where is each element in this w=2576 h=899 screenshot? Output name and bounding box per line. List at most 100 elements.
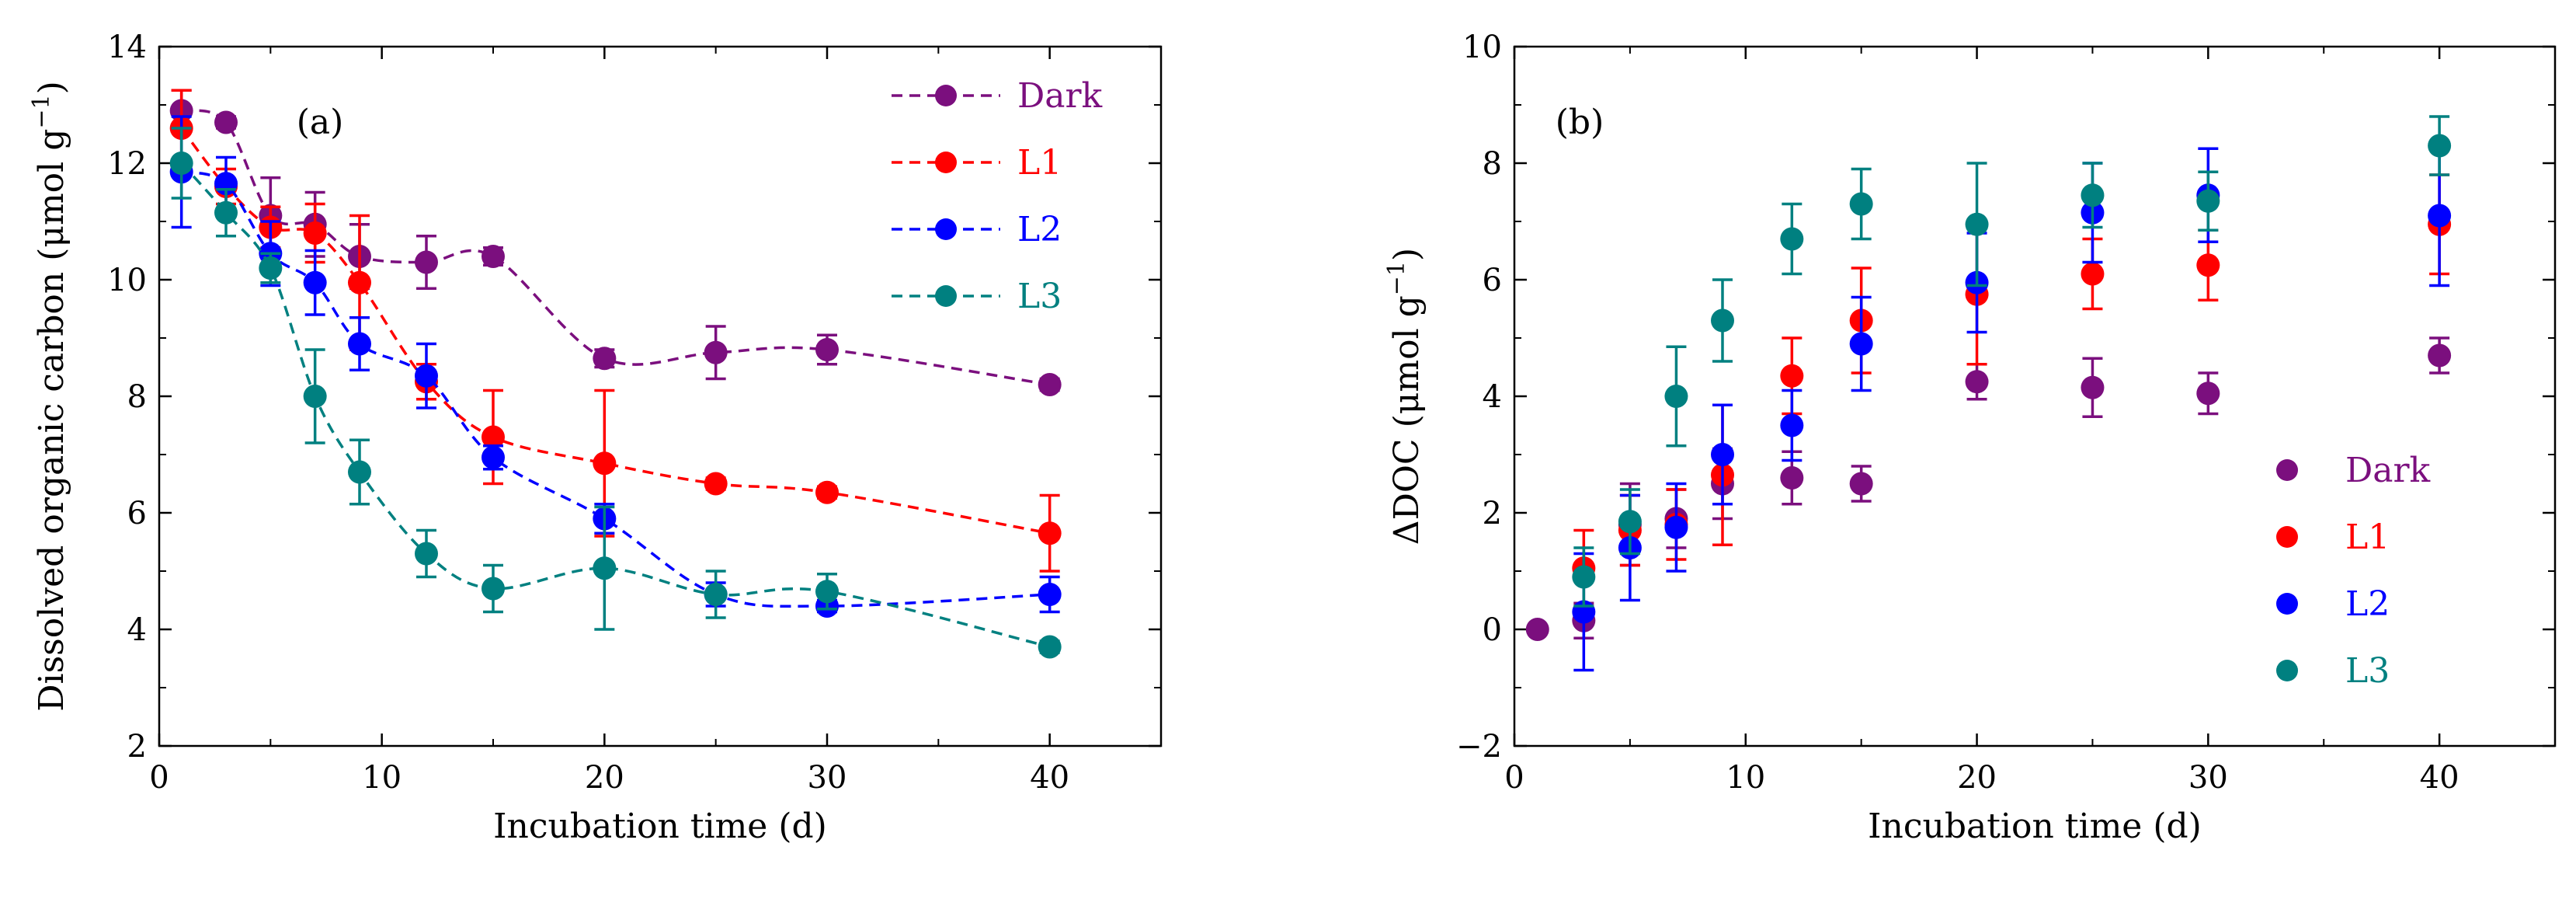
y-tick-label-a: 14 xyxy=(107,30,147,65)
legend-marker-l1-b xyxy=(2276,526,2298,548)
y-tick-label-a: 10 xyxy=(107,263,147,298)
data-point-l3-a xyxy=(303,385,327,408)
x-axis-title-b: Incubation time (d) xyxy=(1868,807,2202,846)
y-tick-label-b: 0 xyxy=(1483,612,1502,648)
panel-label-b: (b) xyxy=(1556,103,1604,142)
y-tick-label-a: 6 xyxy=(127,496,147,531)
data-point-l3-b xyxy=(2081,183,2105,207)
data-point-l2-a xyxy=(481,445,505,469)
data-point-l3-a xyxy=(415,542,438,566)
legend-label-l1-a: L1 xyxy=(1017,143,1062,183)
y-tick-label-a: 2 xyxy=(127,729,147,765)
data-point-l3-a xyxy=(259,256,283,280)
data-point-l2-b xyxy=(1664,515,1688,539)
x-tick-label-b: 0 xyxy=(1504,760,1524,796)
data-point-dark-b xyxy=(1965,370,1989,394)
x-tick-label-a: 40 xyxy=(1030,760,1069,796)
y-tick-label-b: 6 xyxy=(1483,263,1502,298)
data-point-l3-a xyxy=(815,580,839,604)
x-tick-label-a: 10 xyxy=(362,760,402,796)
panel-a-chart: 0 10 20 30 40 2 4 6 8 10 12 14 Incubation time (d) Di… xyxy=(28,30,1163,846)
y-axis-title-superscript-a: −1 xyxy=(28,94,55,128)
legend-marker-l3-a xyxy=(935,285,957,307)
y-tick-label-a: 12 xyxy=(107,146,147,182)
y-axis-title-close-a: ) xyxy=(32,81,71,94)
legend-label-l2-b: L2 xyxy=(2345,584,2390,624)
x-tick-label-b: 30 xyxy=(2188,760,2228,796)
legend-label-dark-b: Dark xyxy=(2345,451,2431,490)
data-point-l1-a xyxy=(815,480,839,504)
y-axis-title-b: ΔDOC (μmol g−1) xyxy=(1383,248,1427,545)
data-point-l1-a xyxy=(303,221,327,245)
data-point-l1-a xyxy=(481,425,505,449)
legend-a: Dark L1 L2 L3 xyxy=(892,76,1103,316)
y-tick-label-b: 4 xyxy=(1483,379,1502,415)
data-point-l1-a xyxy=(1038,521,1062,545)
legend-marker-dark-a xyxy=(935,85,957,106)
legend-label-l3-b: L3 xyxy=(2345,651,2390,691)
legend-b: Dark L1 L2 L3 xyxy=(2276,451,2431,691)
legend-label-l2-a: L2 xyxy=(1017,210,1062,249)
data-point-l1-b xyxy=(1780,364,1804,388)
data-point-l3-b xyxy=(1618,510,1642,534)
series-l3-b xyxy=(1572,115,2452,608)
data-point-dark-b xyxy=(2196,382,2220,406)
legend-marker-dark-b xyxy=(2276,459,2298,481)
legend-marker-l2-a xyxy=(935,218,957,240)
data-point-dark-a xyxy=(1038,373,1062,396)
legend-marker-l3-b xyxy=(2276,660,2298,681)
x-tick-label-b: 40 xyxy=(2420,760,2460,796)
data-point-l3-a xyxy=(348,460,371,484)
y-axis-title-main-a: Dissolved organic carbon (μmol g xyxy=(32,129,71,712)
y-tick-label-a: 4 xyxy=(127,612,147,648)
data-point-l1-a xyxy=(348,270,371,294)
data-point-l2-a xyxy=(303,270,327,294)
x-tick-label-a: 30 xyxy=(808,760,847,796)
panel-label-a: (a) xyxy=(297,103,344,142)
data-point-dark-b xyxy=(1849,472,1873,496)
data-point-l3-a xyxy=(169,152,193,175)
data-point-l2-b xyxy=(2428,204,2452,228)
y-tick-label-a: 8 xyxy=(127,379,147,415)
data-point-l3-a xyxy=(704,583,728,606)
data-point-l3-b xyxy=(1849,192,1873,216)
data-point-l2-a xyxy=(1038,583,1062,606)
legend-marker-l1-a xyxy=(935,152,957,173)
data-point-dark-a xyxy=(704,340,728,364)
data-point-l2-b xyxy=(1849,332,1873,356)
data-point-dark-b xyxy=(2081,375,2105,399)
data-point-l3-b xyxy=(1664,385,1688,408)
legend-label-l3-a: L3 xyxy=(1017,277,1062,316)
y-axis-title-main-b: ΔDOC (μmol g xyxy=(1387,295,1427,545)
data-point-l3-a xyxy=(1038,635,1062,659)
data-point-l1-b xyxy=(2196,253,2220,277)
data-point-l3-a xyxy=(481,577,505,601)
legend-marker-l2-b xyxy=(2276,593,2298,615)
y-tick-label-b: 2 xyxy=(1483,496,1502,531)
data-point-dark-a xyxy=(214,110,238,134)
x-tick-label-a: 0 xyxy=(149,760,169,796)
data-point-l2-a xyxy=(415,364,438,388)
data-point-l2-a xyxy=(348,332,371,356)
x-tick-label-b: 20 xyxy=(1957,760,1997,796)
data-point-l2-b xyxy=(1780,413,1804,437)
data-point-l1-a xyxy=(704,472,728,496)
data-point-dark-a xyxy=(415,250,438,274)
data-point-dark-a xyxy=(593,347,617,371)
data-point-l3-b xyxy=(1572,565,1596,589)
y-axis-title-a: Dissolved organic carbon (μmol g−1) xyxy=(28,81,71,712)
data-point-l3-b xyxy=(1965,212,1989,236)
y-tick-label-b: −2 xyxy=(1456,729,1502,765)
data-point-l3-a xyxy=(214,200,238,225)
y-axis-title-superscript-b: −1 xyxy=(1383,261,1410,295)
x-axis-title-a: Incubation time (d) xyxy=(493,807,827,846)
legend-label-l1-b: L1 xyxy=(2345,517,2390,557)
x-tick-label-b: 10 xyxy=(1726,760,1765,796)
data-point-dark-b xyxy=(1525,618,1549,641)
data-point-dark-a xyxy=(815,338,839,361)
x-tick-label-a: 20 xyxy=(585,760,624,796)
data-point-l1-a xyxy=(593,451,617,476)
